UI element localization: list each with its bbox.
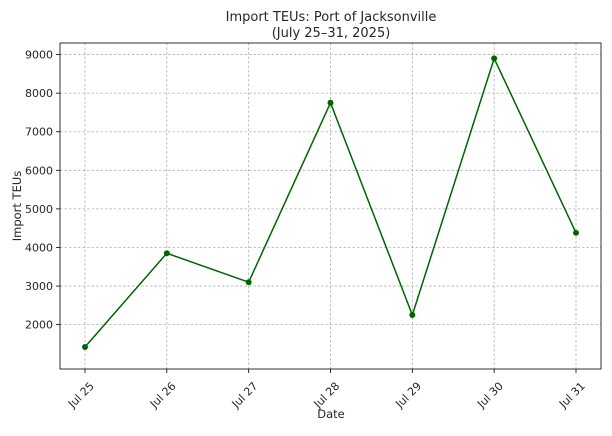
y-tick-label: 6000: [25, 164, 53, 177]
data-point: [327, 99, 334, 106]
x-tick-label: Jul 29: [392, 380, 424, 412]
x-tick-label: Jul 25: [65, 380, 97, 412]
chart-subtitle: (July 25–31, 2025): [272, 26, 391, 41]
data-point: [573, 229, 579, 236]
chart-title: Import TEUs: Port of Jacksonville: [226, 10, 437, 25]
data-point: [163, 250, 170, 257]
data-point: [82, 344, 88, 351]
x-tick-label: Jul 30: [474, 380, 506, 412]
y-tick-label: 3000: [25, 280, 53, 293]
y-tick-label: 5000: [25, 203, 53, 216]
data-point: [409, 311, 416, 318]
x-tick-label: Jul 27: [229, 380, 261, 412]
y-tick-label: 2000: [25, 319, 53, 332]
x-tick-label: Jul 31: [556, 380, 588, 412]
y-tick-label: 9000: [25, 49, 53, 62]
ticks: 2000 3000 4000 5000 6000 7000 8000 9000 Jul 25 Ju…: [25, 49, 588, 412]
y-tick-label: 4000: [25, 241, 53, 254]
data-point: [491, 55, 498, 62]
y-tick-label: 7000: [25, 126, 53, 139]
grid: [60, 43, 601, 369]
data-point: [245, 279, 252, 286]
x-tick-label: Jul 26: [147, 380, 179, 412]
y-axis-title: Import TEUs: [10, 171, 24, 242]
y-tick-label: 8000: [25, 87, 53, 100]
series: [82, 55, 579, 351]
x-axis-title: Date: [317, 407, 345, 421]
